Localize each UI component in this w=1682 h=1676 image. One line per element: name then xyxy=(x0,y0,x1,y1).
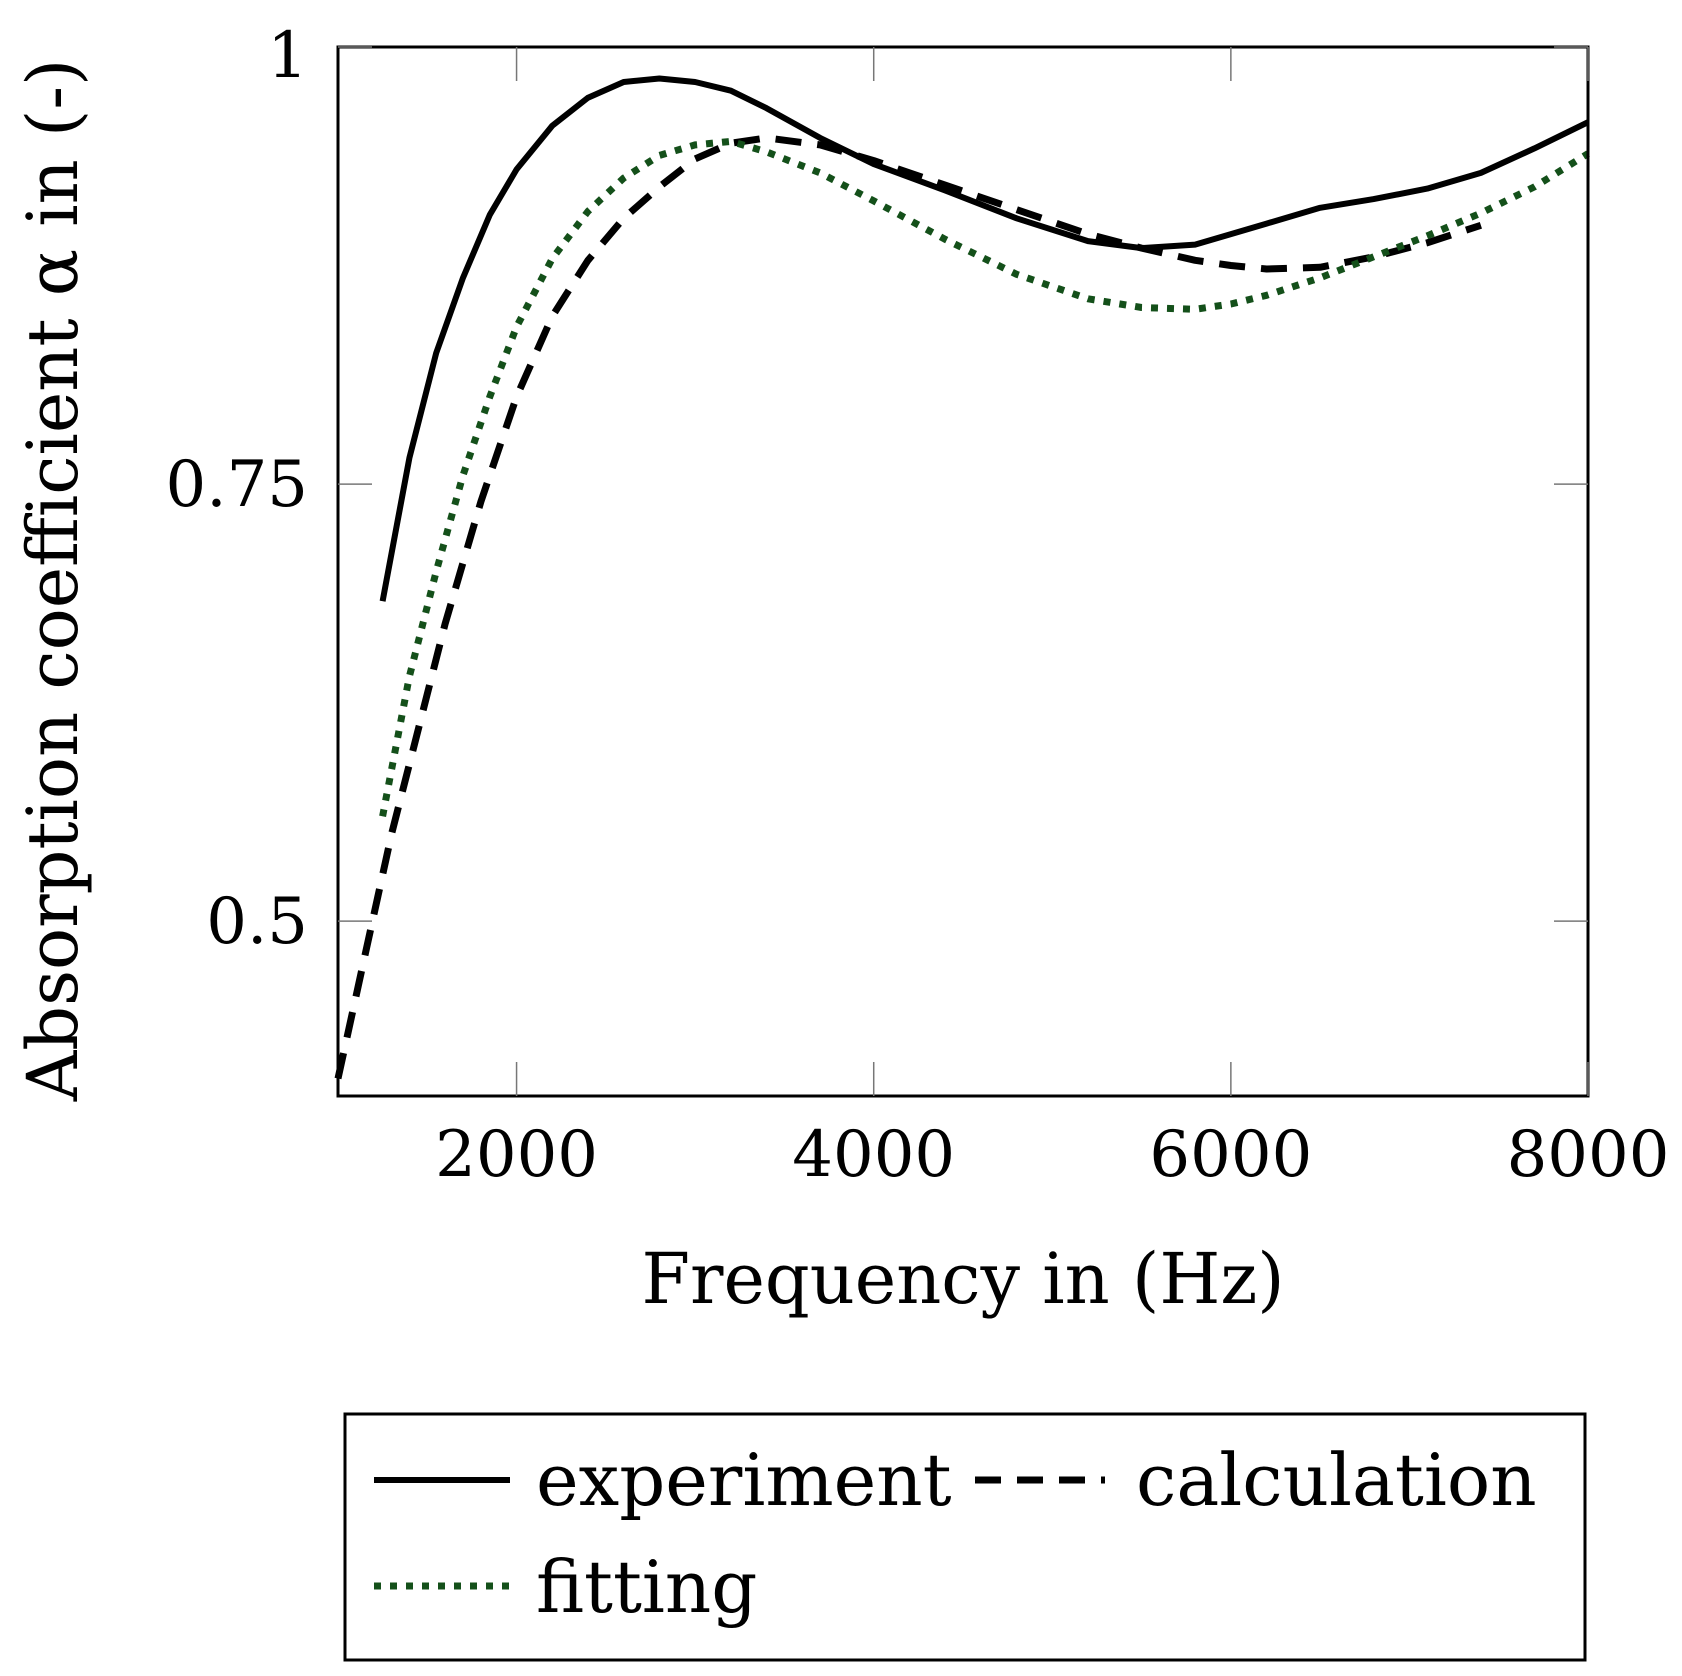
plot-area xyxy=(338,47,1588,1096)
y-tick-label: 0.75 xyxy=(166,448,309,522)
y-tick-label: 0.5 xyxy=(206,885,308,959)
x-tick-label: 4000 xyxy=(792,1118,955,1192)
legend-frame xyxy=(343,1412,1587,1662)
legend-label-experiment: experiment xyxy=(536,1438,952,1522)
x-tick-label: 6000 xyxy=(1149,1118,1312,1192)
x-tick-label: 8000 xyxy=(1507,1118,1670,1192)
x-tick-label: 2000 xyxy=(435,1118,598,1192)
axis-frame xyxy=(336,45,1590,1098)
series-line-experiment xyxy=(379,75,1590,602)
axis-layer: 2000 4000 6000 8000 0.5 0.75 1 xyxy=(166,19,1670,1192)
legend-label-calculation: calculation xyxy=(1136,1438,1537,1522)
y-axis-title: Absorption coefficient α in (-) xyxy=(12,59,94,1103)
y-tick-label: 1 xyxy=(267,19,308,93)
legend: experiment calculation fitting xyxy=(343,1412,1587,1662)
series-line-fitting xyxy=(379,137,1590,817)
series-line-calculation xyxy=(334,134,1482,1080)
plot-background xyxy=(338,47,1588,1096)
series-layer xyxy=(334,75,1590,1080)
legend-label-fitting: fitting xyxy=(536,1545,757,1629)
x-axis-title: Frequency in (Hz) xyxy=(641,1238,1284,1320)
